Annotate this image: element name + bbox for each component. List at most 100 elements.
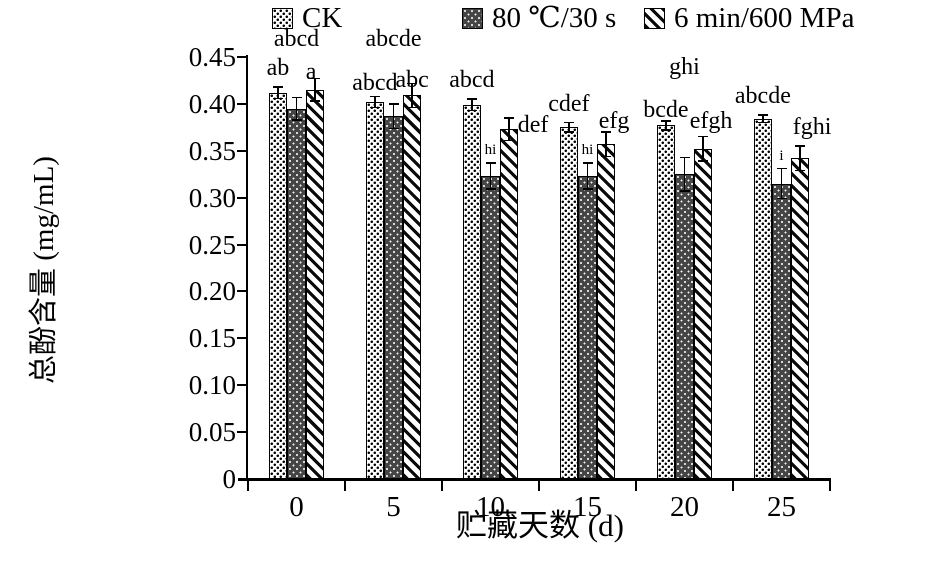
y-tick xyxy=(236,149,246,152)
error-bar-cap-bottom xyxy=(310,100,321,102)
significance-letter: bcde xyxy=(643,96,689,123)
error-bar-line xyxy=(780,168,783,199)
error-bar-cap-bottom xyxy=(388,127,399,130)
error-bar-cap-bottom xyxy=(272,97,283,99)
y-tick xyxy=(236,56,246,58)
y-tick xyxy=(236,196,246,199)
significance-letter: def xyxy=(517,111,549,138)
bar-ck-day-10 xyxy=(462,104,482,479)
significance-letter: abcd xyxy=(449,67,495,94)
x-tick xyxy=(731,480,735,491)
error-bar-cap-bottom xyxy=(291,119,302,121)
error-bar-cap-bottom xyxy=(466,109,477,112)
error-bar-cap-bottom xyxy=(660,129,671,131)
y-tick-label: 0.10 xyxy=(188,370,236,401)
error-bar-cap-top xyxy=(466,98,477,100)
error-bar-line xyxy=(683,157,686,192)
error-bar-cap-top xyxy=(698,135,709,138)
x-tick-label: 5 xyxy=(386,491,401,523)
legend-label: 80 ℃/30 s xyxy=(492,2,617,34)
error-bar-cap-top xyxy=(310,77,321,80)
significance-letter: abc xyxy=(395,67,429,94)
x-tick xyxy=(246,480,250,491)
x-tick-label: 20 xyxy=(670,491,699,523)
x-tick-label: 15 xyxy=(573,491,602,523)
error-bar-cap-bottom xyxy=(601,155,612,158)
bar-ck-day-0 xyxy=(268,92,288,479)
bar-ck-day-15 xyxy=(559,127,579,479)
error-bar-line xyxy=(762,115,764,123)
error-bar-line xyxy=(489,162,492,190)
bar-6min-600mpa-day-5 xyxy=(402,95,422,479)
error-bar-line xyxy=(471,99,473,111)
bar-80c-30s-day-5 xyxy=(384,116,403,479)
error-bar-line xyxy=(374,96,376,108)
error-bar-cap-top xyxy=(388,103,399,105)
significance-letter: fghi xyxy=(792,114,832,141)
y-tick xyxy=(236,431,246,434)
error-bar-line xyxy=(605,132,607,157)
legend-swatch-dark-dots xyxy=(462,7,483,29)
bar-6min-600mpa-day-0 xyxy=(305,89,325,479)
error-bar-cap-bottom xyxy=(369,106,380,109)
bar-6min-600mpa-day-25 xyxy=(790,158,810,479)
error-bar-cap-bottom xyxy=(757,121,768,124)
y-tick-label: 0.45 xyxy=(188,42,236,72)
x-axis-title: 贮藏天数 (d) xyxy=(456,508,624,543)
legend-item-80c-30s: 80 ℃/30 s xyxy=(462,3,616,33)
y-tick xyxy=(236,290,246,293)
significance-letter: abcd xyxy=(352,70,398,97)
significance-letter: hi xyxy=(581,141,594,158)
error-bar-line xyxy=(392,103,395,129)
error-bar-cap-top xyxy=(272,86,283,88)
significance-letter: abcde xyxy=(365,26,422,52)
error-bar-line xyxy=(799,146,801,171)
error-bar-line xyxy=(295,97,298,120)
significance-letter: ghi xyxy=(669,54,700,80)
x-tick xyxy=(343,480,347,491)
y-tick-label: 0.35 xyxy=(188,135,236,166)
legend-label: CK xyxy=(302,2,343,34)
bar-80c-30s-day-0 xyxy=(287,108,306,479)
error-bar-cap-top xyxy=(407,82,418,84)
x-tick-label: 10 xyxy=(476,491,505,523)
y-tick xyxy=(236,337,246,340)
error-bar-cap-top xyxy=(757,114,768,116)
y-tick-label: 0.40 xyxy=(188,88,236,119)
error-bar-cap-top xyxy=(485,162,496,164)
error-bar-cap-top xyxy=(582,162,593,164)
x-tick xyxy=(828,480,832,491)
significance-letter: i xyxy=(779,147,784,164)
significance-letter: a xyxy=(305,58,317,85)
error-bar-cap-top xyxy=(504,117,515,119)
x-tick xyxy=(537,480,541,491)
bar-80c-30s-day-15 xyxy=(578,176,597,479)
y-tick xyxy=(236,243,246,246)
legend-swatch-light-dots xyxy=(272,7,293,29)
y-axis-title: 总酚含量 (mg/mL) xyxy=(28,156,60,384)
legend-item-6min-600mpa: 6 min/600 MPa xyxy=(644,3,854,33)
error-bar-cap-top xyxy=(291,96,302,99)
legend-label: 6 min/600 MPa xyxy=(674,2,855,34)
significance-letter: abcd xyxy=(273,26,320,52)
x-tick xyxy=(634,480,638,491)
bar-6min-600mpa-day-15 xyxy=(596,144,616,479)
error-bar-cap-top xyxy=(369,95,380,98)
bar-6min-600mpa-day-10 xyxy=(499,129,519,479)
y-tick xyxy=(236,384,246,387)
error-bar-cap-bottom xyxy=(795,169,806,172)
y-tick-label: 0.05 xyxy=(188,417,236,448)
error-bar-line xyxy=(411,83,413,108)
error-bar-line xyxy=(508,117,510,141)
error-bar-cap-bottom xyxy=(485,188,496,190)
significance-letter: cdef xyxy=(548,90,590,117)
significance-letter: abcde xyxy=(734,83,791,110)
error-bar-line xyxy=(568,122,570,133)
bar-80c-30s-day-25 xyxy=(772,183,791,479)
error-bar-cap-top xyxy=(679,156,690,159)
error-bar-cap-bottom xyxy=(776,197,787,200)
bar-ck-day-20 xyxy=(656,125,676,479)
x-axis-line xyxy=(238,477,831,481)
y-tick-label: 0.25 xyxy=(188,229,236,260)
